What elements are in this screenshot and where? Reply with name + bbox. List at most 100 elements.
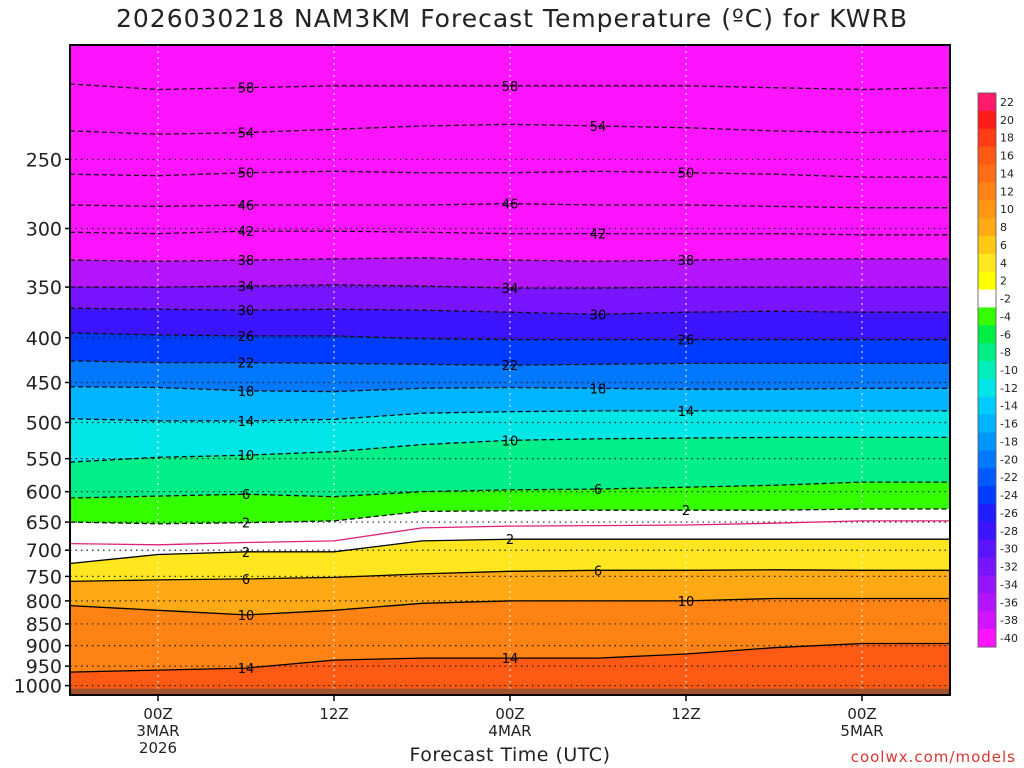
colorbar-swatch--4 [978, 307, 996, 326]
x-tick-label-0-2: 2026 [139, 739, 177, 757]
x-tick-label-12-0: 12Z [319, 705, 348, 723]
contour-label--14-1: 14 [678, 405, 695, 420]
contour-dashed--26 [70, 332, 950, 341]
contour-solid-10 [70, 597, 950, 616]
contour-dashed--14 [70, 410, 950, 422]
credit-link[interactable]: coolwx.com/models [850, 748, 1016, 766]
colorbar-label-14: 14 [1000, 167, 1014, 180]
colorbar-label--40: -40 [1000, 632, 1018, 645]
contour-label--58-0: 58 [238, 82, 255, 97]
contour-dashed--46 [70, 203, 950, 209]
colorbar-label--22: -22 [1000, 471, 1018, 484]
colorbar-label--36: -36 [1000, 596, 1018, 609]
colorbar-swatch--26 [978, 504, 996, 523]
contour-label-6-0: 6 [242, 573, 250, 588]
contour-label--50-0: 50 [238, 167, 255, 182]
x-tick-label-48-1: 5MAR [840, 722, 883, 740]
colorbar-swatch--40 [978, 629, 996, 648]
colorbar-swatch--14 [978, 396, 996, 416]
contour-dashed--30 [70, 307, 950, 315]
y-tick-label-550: 550 [26, 449, 62, 471]
contour-label--38-1: 38 [678, 254, 695, 269]
colorbar-swatch--2 [978, 289, 996, 308]
colorbar-label--30: -30 [1000, 543, 1018, 556]
x-tick-label-24-0: 00Z [495, 705, 524, 723]
colorbar-swatch-18 [978, 128, 996, 148]
colorbar-label-2: 2 [1000, 275, 1007, 288]
y-tick-label-650: 650 [26, 512, 62, 534]
colorbar-label--34: -34 [1000, 578, 1018, 591]
contour-label--14-0: 14 [238, 415, 255, 430]
x-tick-label-0-0: 00Z [143, 705, 172, 723]
contour-label--58-1: 58 [502, 80, 519, 95]
y-tick-label-700: 700 [26, 540, 62, 562]
colorbar-label--6: -6 [1000, 328, 1011, 341]
contour-dashed--42 [70, 230, 950, 236]
colorbar-label-6: 6 [1000, 239, 1007, 252]
colorbar-swatch-14 [978, 164, 996, 183]
contour-solid-0 [70, 520, 950, 546]
colorbar-label-8: 8 [1000, 221, 1007, 234]
colorbar-label--24: -24 [1000, 489, 1018, 502]
y-tick-label-850: 850 [26, 614, 62, 636]
colorbar-label--38: -38 [1000, 614, 1018, 627]
contour-dashed--50 [70, 170, 950, 178]
colorbar-swatch-8 [978, 218, 996, 237]
x-tick-label-0-1: 3MAR [136, 722, 179, 740]
colorbar-swatch--24 [978, 486, 996, 505]
colorbar-swatch--30 [978, 539, 996, 559]
colorbar-label-22: 22 [1000, 96, 1014, 109]
colorbar-label--14: -14 [1000, 400, 1018, 413]
contour-dashed--38 [70, 257, 950, 262]
temperature-bands [70, 45, 950, 695]
colorbar-swatch--22 [978, 468, 996, 487]
contour-dashed--54 [70, 123, 950, 135]
contour-label--54-1: 54 [590, 120, 607, 135]
colorbar-swatch--18 [978, 432, 996, 451]
contour-dashed--2 [70, 508, 950, 525]
colorbar-swatch-10 [978, 200, 996, 219]
contour-dashed--34 [70, 284, 950, 289]
ground-fill [70, 688, 950, 695]
contour-dashed--22 [70, 360, 950, 366]
colorbar-swatch--32 [978, 557, 996, 577]
colorbar-swatch--20 [978, 450, 996, 469]
contour-label--54-0: 54 [238, 127, 255, 142]
colorbar-swatch-6 [978, 235, 996, 255]
colorbar-swatch--16 [978, 414, 996, 434]
contour-dashed--10 [70, 436, 950, 463]
y-tick-label-1000: 1000 [14, 676, 62, 698]
colorbar-swatch-20 [978, 110, 996, 130]
colorbar-label-18: 18 [1000, 132, 1014, 145]
colorbar-label--10: -10 [1000, 364, 1018, 377]
contour-label--42-0: 42 [238, 225, 255, 240]
contour-label--50-1: 50 [678, 167, 695, 182]
y-tick-label-950: 950 [26, 656, 62, 678]
colorbar-label--20: -20 [1000, 453, 1018, 466]
colorbar-swatch--36 [978, 593, 996, 612]
contour-label--6-1: 6 [594, 483, 602, 498]
x-tick-label-48-0: 00Z [847, 705, 876, 723]
colorbar-swatch-22 [978, 93, 996, 112]
contour-label-14-0: 14 [238, 662, 255, 677]
colorbar-label--28: -28 [1000, 525, 1018, 538]
colorbar-swatch-12 [978, 182, 996, 201]
contour-label--42-1: 42 [590, 228, 607, 243]
colorbar-swatch--38 [978, 611, 996, 630]
contour-label--26-1: 26 [678, 334, 695, 349]
contour-label--34-1: 34 [502, 282, 519, 297]
colorbar-swatch--12 [978, 378, 996, 398]
contour-label--46-0: 46 [238, 199, 255, 214]
colorbar-swatch-16 [978, 146, 996, 165]
contour-label-6-1: 6 [594, 564, 602, 579]
contour-label-2-1: 2 [506, 533, 514, 548]
colorbar-swatch--6 [978, 325, 996, 344]
y-tick-label-800: 800 [26, 591, 62, 613]
chart-title: 2026030218 NAM3KM Forecast Temperature (… [116, 4, 908, 33]
colorbar-label--16: -16 [1000, 418, 1018, 431]
colorbar-swatch--8 [978, 343, 996, 362]
contour-solid-14 [70, 642, 950, 673]
y-tick-label-450: 450 [26, 372, 62, 394]
contour-label--2-1: 2 [682, 504, 690, 519]
